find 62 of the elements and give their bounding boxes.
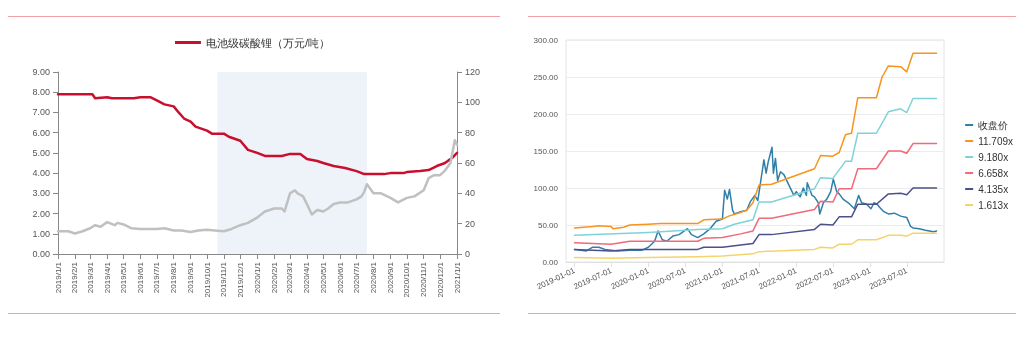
- legend-label: 收盘价: [978, 119, 1009, 131]
- y-tick-label: 8.00: [32, 87, 50, 98]
- x-tick-label: 2021/1/1: [452, 261, 462, 294]
- y2-tick-label: 100: [465, 97, 481, 108]
- x-tick-label: 2019/5/1: [119, 261, 128, 294]
- x-tick-label: 2019/9/1: [186, 261, 196, 294]
- y-tick-label: 7.00: [32, 107, 50, 118]
- y-tick-label: 100.00: [533, 183, 559, 193]
- x-tick-label: 2019/3/1: [85, 261, 95, 294]
- x-tick-label: 2020/7/1: [352, 261, 362, 294]
- legend-label: 9.180x: [978, 151, 1009, 163]
- y2-tick-label: 0: [465, 249, 471, 259]
- legend-label: 1.613x: [978, 199, 1009, 211]
- x-tick-label: 2019/4/1: [102, 261, 112, 294]
- y-tick-label: 0.00: [32, 249, 50, 259]
- y-tick-label: 3.00: [32, 188, 50, 199]
- line-series: [573, 97, 938, 237]
- x-tick-label: 2019/2/1: [70, 261, 80, 294]
- x-tick-label: 2020/1/1: [252, 261, 262, 294]
- x-tick-label: 2020/9/1: [385, 261, 395, 294]
- x-tick-label: 2020/11/1: [419, 261, 429, 297]
- x-tick-label: 2020/12/1: [435, 261, 445, 298]
- x-tick-label: 2019/12/1: [235, 261, 245, 298]
- y-tick-label: 150.00: [533, 146, 559, 156]
- x-tick-label: 2019/6/1: [135, 261, 145, 294]
- x-tick-label: 2019/7/1: [152, 261, 162, 294]
- y2-tick-label: 40: [465, 188, 476, 199]
- line-series: [573, 232, 938, 260]
- y-tick-label: 200.00: [533, 109, 559, 119]
- line-series: [56, 139, 459, 235]
- x-tick-label: 2020/4/1: [302, 261, 312, 294]
- y-tick-label: 0.00: [542, 257, 559, 267]
- y-tick-label: 5.00: [32, 147, 50, 158]
- y-tick-label: 250.00: [533, 72, 559, 82]
- x-tick-label: 2019/11/1: [219, 261, 229, 297]
- y-tick-label: 1.00: [32, 228, 50, 239]
- legend-label: 电池级碳酸锂（万元/吨）: [205, 36, 331, 49]
- y-tick-label: 50.00: [537, 220, 559, 230]
- x-tick-label: 2020/6/1: [335, 261, 345, 294]
- x-tick-label: 2020/3/1: [285, 261, 295, 294]
- x-tick-label: 2020/5/1: [318, 261, 328, 294]
- x-tick-label: 2019/8/1: [169, 261, 179, 294]
- y-tick-label: 2.00: [32, 208, 50, 219]
- y-tick-label: 9.00: [32, 67, 50, 77]
- y-tick-label: 300.00: [533, 35, 559, 45]
- x-tick-label: 2020/8/1: [368, 261, 378, 294]
- y-tick-label: 4.00: [32, 168, 50, 179]
- line-series: [573, 52, 938, 230]
- x-tick-label: 2019/1/1: [53, 261, 63, 294]
- legend-label: 11.709x: [978, 135, 1013, 147]
- y2-tick-label: 20: [465, 218, 476, 229]
- legend-label: 4.135x: [978, 183, 1009, 195]
- y-tick-label: 6.00: [32, 127, 50, 138]
- y2-tick-label: 120: [465, 67, 481, 77]
- line-series: [56, 92, 459, 176]
- legend-label: 6.658x: [978, 167, 1009, 179]
- x-tick-label: 2020/2/1: [269, 261, 279, 294]
- x-tick-label: 2019/10/1: [202, 261, 212, 298]
- line-series: [573, 187, 938, 252]
- x-tick-label: 2020/10/1: [402, 261, 412, 298]
- y2-tick-label: 60: [465, 158, 476, 168]
- y2-tick-label: 80: [465, 127, 476, 138]
